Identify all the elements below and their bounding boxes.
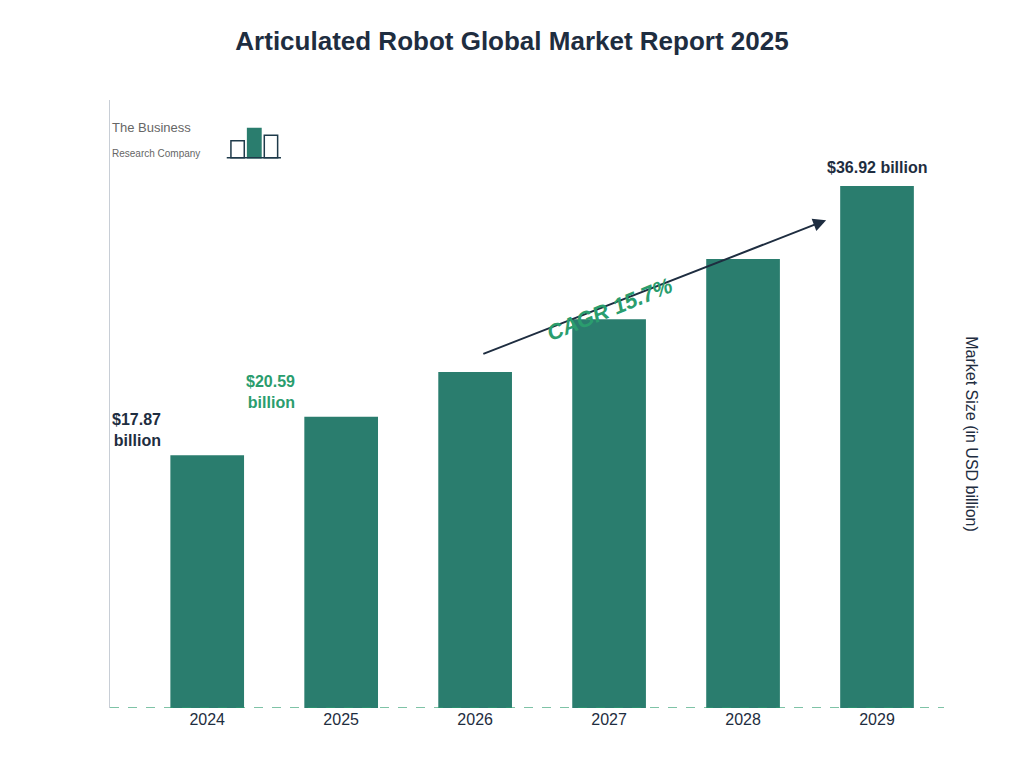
- svg-text:$17.87billion: $17.87billion: [112, 411, 161, 449]
- svg-text:CAGR 15.7%: CAGR 15.7%: [543, 273, 676, 346]
- svg-text:2029: 2029: [859, 711, 895, 728]
- svg-text:2028: 2028: [725, 711, 761, 728]
- svg-text:Research Company: Research Company: [112, 148, 200, 159]
- svg-text:$36.92 billion: $36.92 billion: [827, 159, 927, 176]
- svg-text:Articulated Robot Global Marke: Articulated Robot Global Market Report 2…: [235, 26, 788, 56]
- svg-text:2027: 2027: [591, 711, 627, 728]
- svg-text:Market Size (in USD billion): Market Size (in USD billion): [963, 336, 980, 532]
- svg-text:2024: 2024: [189, 711, 225, 728]
- svg-text:The Business: The Business: [112, 120, 191, 135]
- svg-text:$20.59billion: $20.59billion: [246, 373, 295, 411]
- svg-text:2026: 2026: [457, 711, 493, 728]
- svg-text:2025: 2025: [323, 711, 359, 728]
